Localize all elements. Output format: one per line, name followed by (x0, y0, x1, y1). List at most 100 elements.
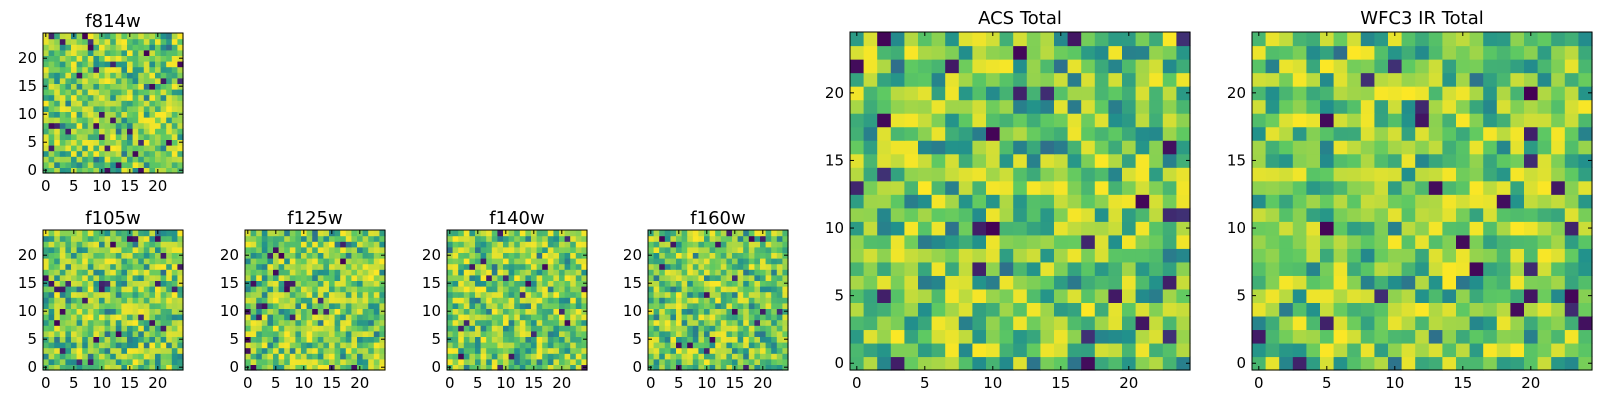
heatmap-cell (99, 117, 106, 124)
heatmap-cell (93, 353, 100, 360)
heatmap-cell (564, 280, 571, 287)
heatmap-cell (715, 269, 722, 276)
heatmap-cell (850, 45, 865, 60)
heatmap-cell (345, 308, 352, 315)
heatmap-cell (664, 258, 671, 265)
heatmap-cell (648, 302, 655, 309)
heatmap-cell (87, 111, 94, 118)
heatmap-cell (368, 280, 375, 287)
heatmap-cell (986, 99, 1001, 114)
heatmap-cell (351, 325, 358, 332)
heatmap-cell (486, 274, 493, 281)
x-tick-label: 20 (552, 374, 571, 392)
heatmap-cell (261, 319, 268, 326)
heatmap-cell (1524, 248, 1539, 263)
heatmap-cell (1456, 356, 1471, 371)
heatmap-cell (1524, 153, 1539, 168)
heatmap-cell (132, 133, 139, 140)
heatmap-cell (676, 358, 683, 365)
heatmap-cell (121, 291, 128, 298)
heatmap-cell (1292, 302, 1307, 317)
heatmap-cell (1252, 275, 1267, 290)
heatmap-cell (43, 235, 50, 242)
heatmap-cell (71, 241, 78, 248)
heatmap-cell (1469, 153, 1484, 168)
heatmap-cell (132, 55, 139, 62)
heatmap-cell (863, 248, 878, 263)
heatmap-cell (71, 150, 78, 157)
heatmap-cell (295, 336, 302, 343)
heatmap-cell (82, 235, 89, 242)
heatmap-cell (340, 358, 347, 365)
heatmap-cell (1040, 329, 1055, 344)
heatmap-cell (312, 308, 319, 315)
heatmap-cell (115, 89, 122, 96)
heatmap-cell (765, 291, 772, 298)
heatmap-cell (43, 44, 50, 51)
heatmap-cell (972, 153, 987, 168)
heatmap-cell (317, 280, 324, 287)
heatmap-cell (65, 161, 72, 168)
heatmap-cell (503, 330, 510, 337)
heatmap-cell (59, 235, 66, 242)
heatmap-cell (138, 286, 145, 293)
heatmap-cell (121, 161, 128, 168)
heatmap-cell (715, 252, 722, 259)
heatmap-cell (155, 128, 162, 135)
heatmap-cell (48, 94, 55, 101)
heatmap-cell (379, 269, 386, 276)
heatmap-cell (536, 330, 543, 337)
heatmap-cell (104, 128, 111, 135)
heatmap-cell (1496, 72, 1511, 87)
heatmap-cell (497, 230, 504, 237)
heatmap-cell (1040, 153, 1055, 168)
heatmap-cell (1524, 275, 1539, 290)
heatmap-cell (664, 286, 671, 293)
heatmap-cell (362, 325, 369, 332)
heatmap-cell (743, 308, 750, 315)
heatmap-cell (553, 241, 560, 248)
heatmap-cell (110, 230, 117, 237)
heatmap-cell (463, 280, 470, 287)
heatmap-cell (698, 263, 705, 270)
heatmap-cell (447, 347, 454, 354)
heatmap-cell (559, 358, 566, 365)
heatmap-cell (121, 145, 128, 152)
heatmap-cell (362, 330, 369, 337)
heatmap-cell (877, 140, 892, 155)
heatmap-cell (676, 302, 683, 309)
heatmap-cell (1122, 32, 1137, 47)
heatmap-cell (323, 246, 330, 253)
heatmap-cell (99, 325, 106, 332)
heatmap-cell (1081, 356, 1096, 371)
heatmap-cell (575, 314, 582, 321)
heatmap-cell (171, 319, 178, 326)
heatmap-cell (1265, 207, 1280, 222)
heatmap-cell (256, 269, 263, 276)
heatmap-cell (1374, 180, 1389, 195)
heatmap-cell (1510, 167, 1525, 182)
heatmap-cell (1149, 329, 1164, 344)
heatmap-cell (82, 72, 89, 79)
heatmap-cell (127, 274, 134, 281)
heatmap-cell (771, 347, 778, 354)
heatmap-cell (1483, 302, 1498, 317)
heatmap-cell (877, 45, 892, 60)
heatmap-cell (771, 286, 778, 293)
heatmap-cell (250, 325, 257, 332)
heatmap-cell (1537, 140, 1552, 155)
heatmap-cell (1320, 153, 1335, 168)
heatmap-cell (904, 234, 919, 249)
heatmap-cell (177, 342, 184, 349)
heatmap-cell (87, 83, 94, 90)
heatmap-cell (110, 145, 117, 152)
heatmap-cell (121, 167, 128, 174)
heatmap-cell (547, 263, 554, 270)
heatmap-cell (132, 100, 139, 107)
heatmap-cell (1388, 99, 1403, 114)
heatmap-cell (1054, 72, 1069, 87)
heatmap-cell (48, 83, 55, 90)
heatmap-cell (748, 269, 755, 276)
heatmap-cell (357, 235, 364, 242)
heatmap-cell (1415, 194, 1430, 209)
